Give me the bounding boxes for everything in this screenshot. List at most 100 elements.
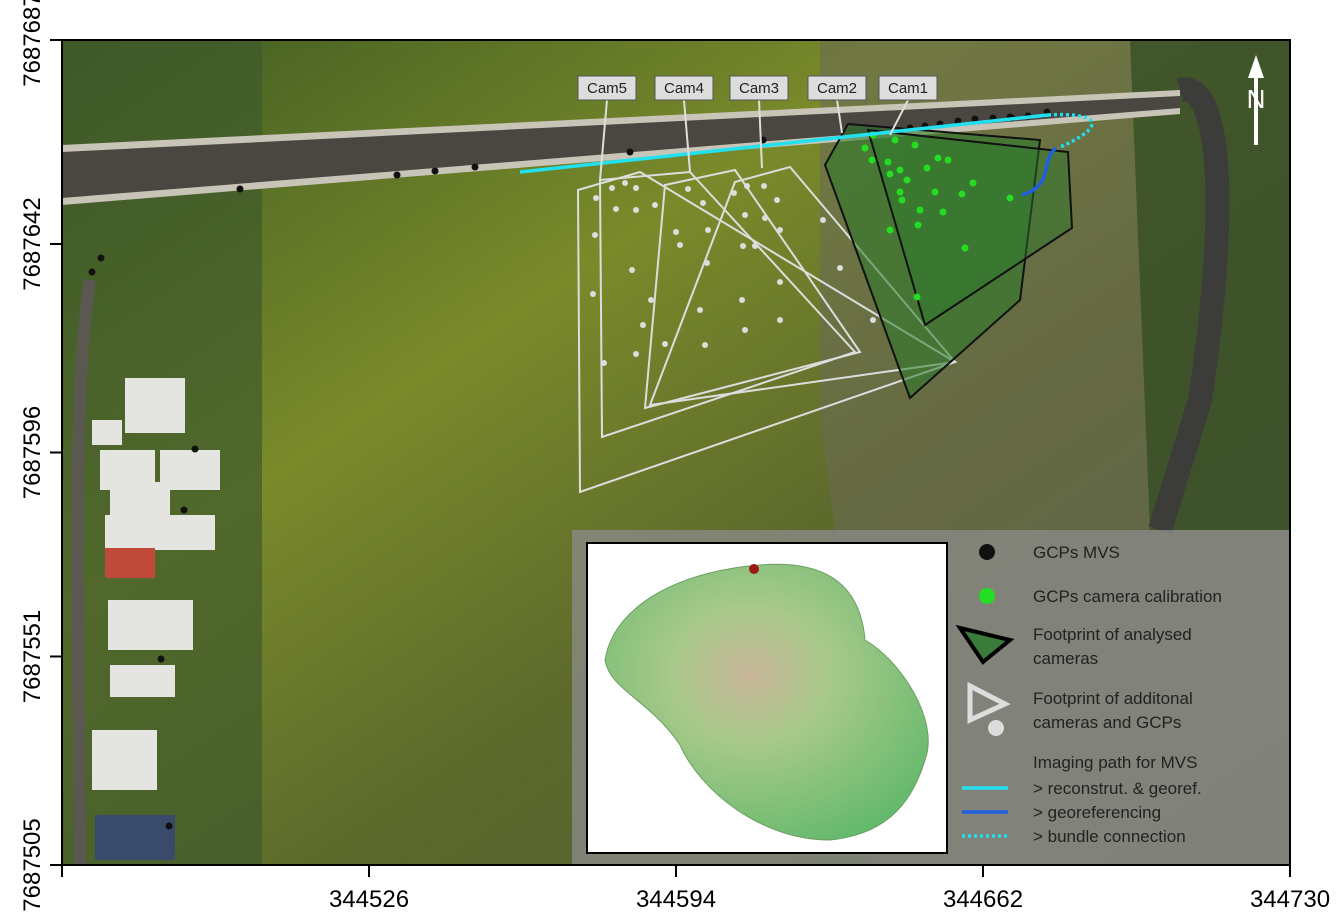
gcp-calibration xyxy=(931,188,939,196)
legend-label: Footprint of analysed xyxy=(1033,625,1192,644)
gcp-additional xyxy=(590,291,596,297)
gcp-calibration xyxy=(903,176,911,184)
gcp-calibration xyxy=(886,170,894,178)
gcp-additional xyxy=(700,200,706,206)
legend-title: Imaging path for MVS xyxy=(1033,753,1197,772)
x-tick-label: 344730 xyxy=(1250,886,1330,913)
gcp-calibration xyxy=(944,156,952,164)
camera-leader xyxy=(889,99,909,136)
gcp-additional xyxy=(652,202,658,208)
gcp-additional xyxy=(592,232,598,238)
camera-label: Cam1 xyxy=(888,80,928,97)
imaging-path xyxy=(519,112,1094,197)
gcp-calibration xyxy=(1006,194,1014,202)
camera-label: Cam5 xyxy=(587,80,627,97)
gcp-mvs xyxy=(157,655,165,663)
gcp-additional xyxy=(739,297,745,303)
gcp-mvs xyxy=(88,268,96,276)
camera-leader xyxy=(599,99,608,181)
legend-label: > reconstrut. & georef. xyxy=(1033,779,1202,798)
gcp-additional xyxy=(774,197,780,203)
legend-label: Footprint of additonal xyxy=(1033,689,1193,708)
y-tick-label: 7687505 xyxy=(19,818,46,911)
gcp-calibration xyxy=(923,164,931,172)
gcp-mvs xyxy=(431,167,439,175)
camera-leader xyxy=(683,99,691,173)
gcp-calibration xyxy=(961,244,969,252)
camera-label-box xyxy=(729,75,789,101)
gcp-additional xyxy=(761,183,767,189)
gcp-calibration xyxy=(896,188,904,196)
legend-label: GCPs MVS xyxy=(1033,543,1120,562)
x-tick-label: 344594 xyxy=(636,886,716,913)
gcp-additional xyxy=(777,317,783,323)
gcp-additional xyxy=(613,206,619,212)
gcp-calibration xyxy=(868,156,876,164)
x-tick-label: 344526 xyxy=(329,886,409,913)
gcp-mvs xyxy=(471,163,479,171)
imaging-path-0 xyxy=(519,113,1049,174)
camera-label-box xyxy=(654,75,714,101)
camera-label-box xyxy=(878,75,938,101)
camera-footprints xyxy=(576,122,1074,494)
gcp-additional xyxy=(742,327,748,333)
gcp-additional xyxy=(837,265,843,271)
gcp-additional xyxy=(640,322,646,328)
camera-leader xyxy=(758,99,763,169)
gcp-calibration xyxy=(886,226,894,234)
y-tick-label: 7687687 xyxy=(19,0,46,87)
gcp-calibration xyxy=(958,190,966,198)
gcp-mvs xyxy=(97,254,105,262)
legend-label: cameras xyxy=(1033,649,1098,668)
gcp-mvs xyxy=(954,117,962,125)
camera-label: Cam4 xyxy=(664,80,704,97)
gcp-calibration xyxy=(896,166,904,174)
gcp-additional xyxy=(870,317,876,323)
gcp-additional xyxy=(820,217,826,223)
gcp-calibration xyxy=(861,144,869,152)
gcp-additional xyxy=(702,342,708,348)
gcp-additional xyxy=(593,195,599,201)
gcp-calibration xyxy=(884,158,892,166)
y-tick-label: 7687642 xyxy=(19,197,46,290)
axes: 344526 344594 344662 344730 7687505 7687551 76… xyxy=(19,0,1330,913)
camera-label-box xyxy=(577,75,637,101)
legend-label: > bundle connection xyxy=(1033,827,1186,846)
gcp-calibration xyxy=(969,179,977,187)
gcp-mvs xyxy=(626,148,634,156)
camera-labels: Cam5 Cam4 Cam3 Cam2 Cam1 xyxy=(577,75,938,181)
gcp-additional xyxy=(777,279,783,285)
gcp-additional xyxy=(673,229,679,235)
gcp-points xyxy=(88,108,1051,830)
gcp-additional xyxy=(685,186,691,192)
gcp-additional xyxy=(677,242,683,248)
gcp-calibration xyxy=(939,208,947,216)
north-label: N xyxy=(1247,84,1266,114)
gcp-mvs xyxy=(236,185,244,193)
legend-symbol xyxy=(988,720,1004,736)
gcp-additional xyxy=(742,212,748,218)
legend-symbol xyxy=(979,588,995,604)
gcp-additional xyxy=(752,243,758,249)
gcp-additional xyxy=(731,190,737,196)
camera-label-box xyxy=(807,75,867,101)
gcp-additional xyxy=(697,307,703,313)
legend-symbol xyxy=(979,544,995,560)
gcp-additional xyxy=(633,185,639,191)
gcp-additional xyxy=(777,227,783,233)
gcp-additional xyxy=(740,243,746,249)
gcp-calibration xyxy=(898,196,906,204)
gcp-additional xyxy=(633,351,639,357)
gcp-additional xyxy=(705,227,711,233)
legend-label: GCPs camera calibration xyxy=(1033,587,1222,606)
y-tick-label: 7687551 xyxy=(19,610,46,703)
gcp-additional xyxy=(704,260,710,266)
legend-symbol xyxy=(955,624,1015,665)
gcp-calibration xyxy=(913,293,921,301)
gcp-mvs xyxy=(191,445,199,453)
legend-label: > georeferencing xyxy=(1033,803,1161,822)
gcp-calibration xyxy=(911,141,919,149)
gcp-additional xyxy=(629,267,635,273)
gcp-additional xyxy=(622,180,628,186)
